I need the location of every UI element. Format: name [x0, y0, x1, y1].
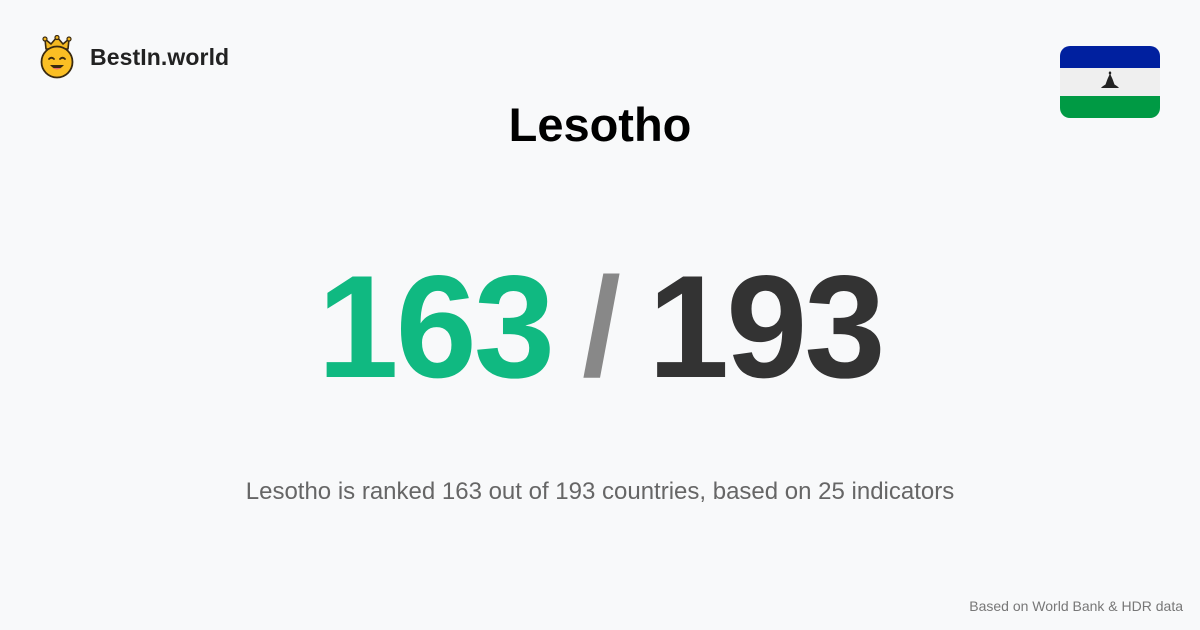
- brand[interactable]: BestIn.world: [38, 35, 229, 79]
- rank-total: 193: [647, 245, 886, 408]
- crown-smiley-icon: [40, 35, 74, 79]
- rank-value: 163: [317, 245, 555, 408]
- brand-name: BestIn.world: [90, 43, 230, 70]
- page-title: Lesotho: [508, 98, 692, 151]
- data-source-note: Based on World Bank & HDR data: [969, 598, 1183, 614]
- lesotho-flag-icon: [1060, 46, 1160, 118]
- rank-separator: /: [582, 248, 621, 405]
- rank-summary: Lesotho is ranked 163 out of 193 countri…: [245, 478, 955, 505]
- rank-display: 163 / 193: [0, 252, 1200, 402]
